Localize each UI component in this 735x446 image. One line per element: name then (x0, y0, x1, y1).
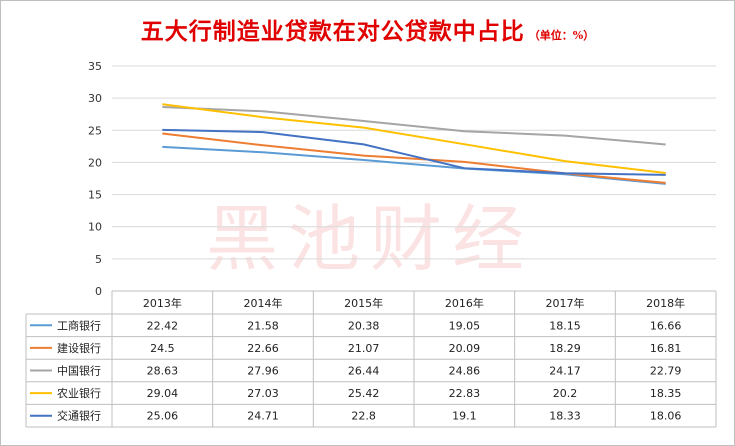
y-tick-label: 0 (95, 285, 102, 298)
series-line (162, 145, 666, 185)
series-line (162, 103, 666, 174)
data-label: 20.09 (449, 342, 481, 355)
data-label: 20.38 (348, 319, 380, 332)
y-tick-label: 30 (88, 92, 102, 105)
data-label: 19.1 (452, 410, 477, 423)
data-label: 24.86 (449, 365, 481, 378)
x-tick-label: 2015年 (344, 296, 383, 310)
x-tick-label: 2016年 (445, 296, 484, 310)
data-label: 22.8 (351, 410, 376, 423)
watermark: 黑池财经 (205, 197, 534, 281)
y-tick-label: 5 (95, 253, 102, 266)
x-tick-label: 2013年 (143, 296, 182, 310)
legend-label: 农业银行 (57, 386, 101, 400)
data-label: 25.42 (348, 387, 380, 400)
series-line (162, 106, 666, 146)
data-label: 18.29 (549, 342, 581, 355)
data-label: 25.06 (147, 410, 179, 423)
legend-label: 中国银行 (57, 364, 101, 378)
data-label: 24.5 (150, 342, 175, 355)
data-label: 16.66 (650, 319, 682, 332)
data-label: 29.04 (147, 387, 179, 400)
series-line (162, 128, 666, 176)
legend-label: 工商银行 (57, 318, 101, 332)
x-tick-label: 2018年 (646, 296, 685, 310)
y-tick-label: 15 (88, 189, 102, 202)
chart-title: 五大行制造业贷款在对公贷款中占比 （单位：%） (0, 12, 735, 46)
data-label: 24.17 (549, 365, 581, 378)
data-label: 19.05 (449, 319, 481, 332)
data-label: 18.35 (650, 387, 682, 400)
data-label: 22.66 (247, 342, 279, 355)
data-label: 16.81 (650, 342, 682, 355)
data-label: 28.63 (147, 365, 179, 378)
data-label: 18.06 (650, 410, 682, 423)
data-label: 26.44 (348, 365, 380, 378)
data-label: 27.03 (247, 387, 279, 400)
legend-label: 交通银行 (57, 409, 101, 423)
y-tick-label: 25 (88, 124, 102, 137)
y-tick-label: 20 (88, 156, 102, 169)
x-tick-label: 2017年 (546, 296, 585, 310)
data-label: 22.79 (650, 365, 682, 378)
chart-unit-note: （单位：%） (528, 29, 595, 42)
data-label: 27.96 (247, 365, 279, 378)
data-label: 20.2 (553, 387, 578, 400)
data-label: 21.58 (247, 319, 279, 332)
series-line (162, 132, 666, 184)
chart-title-main: 五大行制造业贷款在对公贷款中占比 (140, 18, 525, 45)
data-label: 21.07 (348, 342, 380, 355)
y-tick-label: 10 (88, 221, 102, 234)
data-label: 24.71 (247, 410, 279, 423)
y-tick-label: 35 (88, 60, 102, 73)
data-label: 18.33 (549, 410, 581, 423)
data-label: 18.15 (549, 319, 581, 332)
legend-label: 建设银行 (57, 341, 101, 355)
x-tick-label: 2014年 (244, 296, 283, 310)
data-label: 22.83 (449, 387, 481, 400)
data-label: 22.42 (147, 319, 179, 332)
